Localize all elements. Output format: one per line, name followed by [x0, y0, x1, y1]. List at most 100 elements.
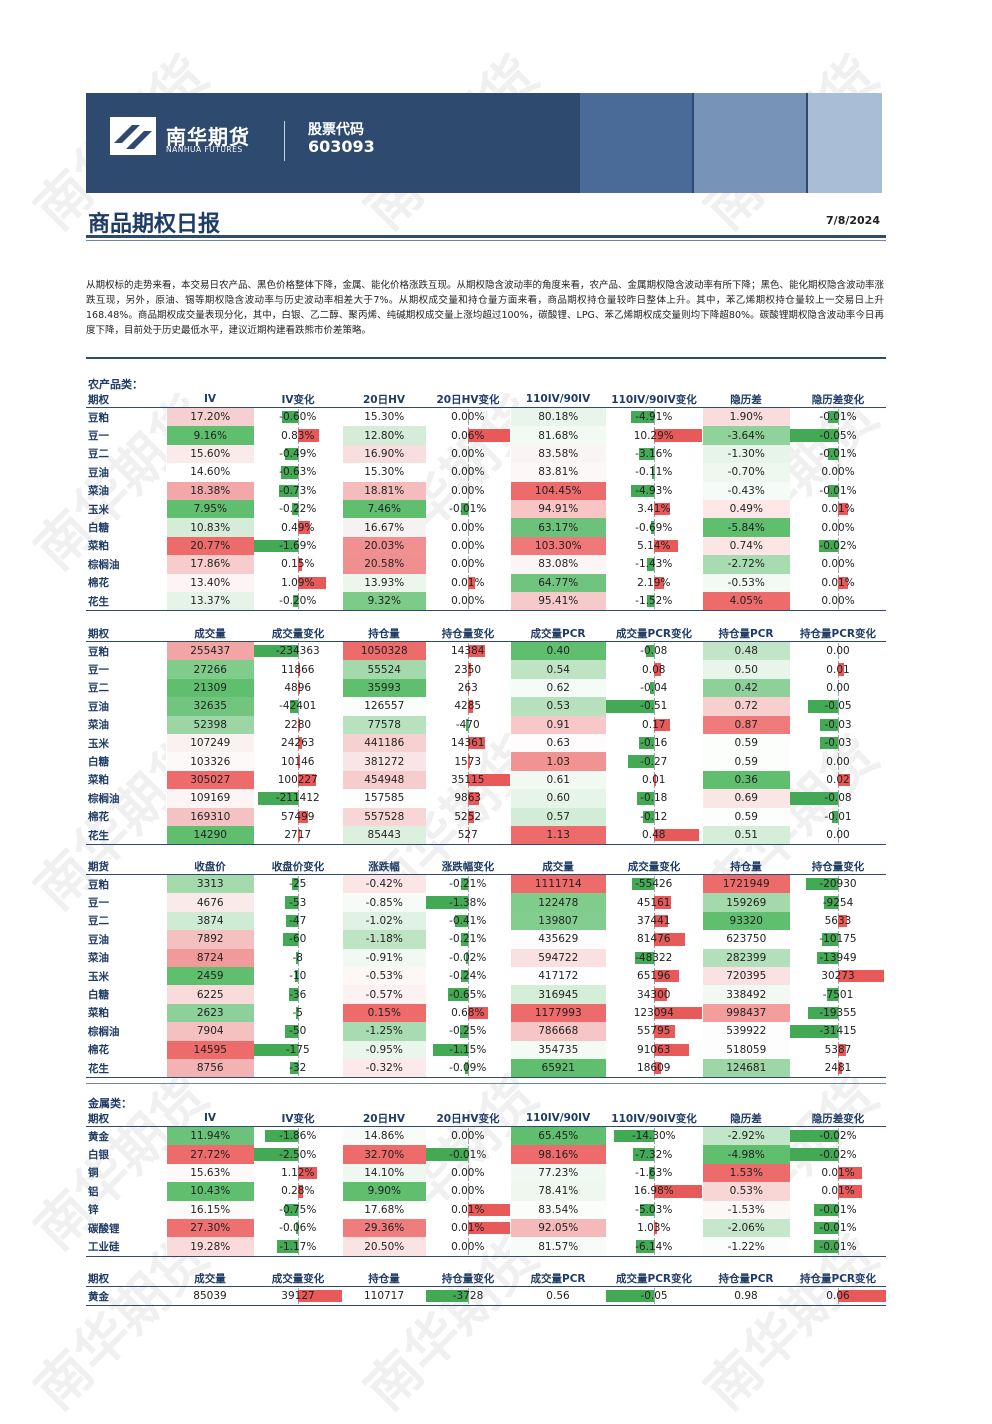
- cell-value: -2.92%: [727, 1130, 765, 1143]
- cell-pct: -0.85%: [341, 893, 426, 912]
- data-bar: [467, 755, 470, 768]
- cell-pct-chg: -0.02%: [426, 949, 510, 967]
- cell-pcr: 0.63: [509, 733, 606, 753]
- cell-value: 39127: [281, 1290, 315, 1303]
- cell-skew: 78.41%: [509, 1182, 606, 1201]
- cell-vol: 103326: [165, 752, 254, 771]
- data-bar: [465, 1061, 468, 1075]
- bar-axis: [838, 1238, 839, 1255]
- cell-skew-chg: -0.11%: [606, 463, 702, 481]
- cell-pct: -0.57%: [341, 985, 426, 1004]
- data-bar: [653, 896, 672, 909]
- cell-value: -1.17%: [279, 1240, 317, 1253]
- cell-vol-chg: 24263: [254, 734, 342, 752]
- cell-value: 78.41%: [538, 1185, 579, 1198]
- cell-value: -0.05: [640, 1290, 668, 1303]
- cell-close-chg: -32: [254, 1058, 342, 1079]
- cell-hv-chg: 0.00%: [426, 463, 510, 481]
- cell-iv: 9.16%: [165, 426, 254, 445]
- cell-value: 8724: [196, 951, 224, 964]
- cell-value: 16.90%: [364, 447, 405, 460]
- cell-value: 0.51: [734, 829, 758, 842]
- bar-axis: [653, 1238, 655, 1255]
- cell-value: 18.38%: [190, 484, 231, 497]
- cell-value: 0.00%: [451, 521, 485, 534]
- data-bar: [467, 645, 485, 658]
- cell-iv-chg: -0.75%: [254, 1201, 342, 1219]
- bar-axis: [653, 753, 655, 770]
- data-bar: [636, 1240, 654, 1253]
- cell-vol-chg: 91063: [606, 1041, 702, 1059]
- cell-value: 15.60%: [190, 447, 231, 460]
- cell-value: 0.00%: [451, 1240, 485, 1253]
- table-row: 铝 10.43% 0.28% 9.90% 0.00% 78.41% 16.98% 0.53% 0…: [86, 1182, 886, 1201]
- cell-value: 11.94%: [190, 1130, 231, 1143]
- table-row: 豆一 27266 11866 55524 2350 0.54 0.08 0.50 0.01: [86, 660, 886, 679]
- cell-iv-chg: 1.12%: [254, 1164, 342, 1182]
- cell-pct: -1.02%: [341, 911, 426, 931]
- agri-volatility-table: 期权 IV IV变化 20日HV 20日HV变化 110IV/90IV 110IV/90IV…: [86, 391, 886, 612]
- cell-iv-chg: 1.09%: [254, 574, 342, 592]
- cell-iv-chg: -0.49%: [254, 445, 342, 463]
- cell-iv-chg: -1.86%: [254, 1127, 342, 1146]
- cell-value: 77.23%: [538, 1166, 579, 1179]
- cell-oi-chg: 263: [426, 679, 510, 697]
- cell-diff-chg: -0.05%: [790, 426, 886, 444]
- cell-value: -10175: [819, 933, 857, 946]
- cell-value: 255437: [190, 645, 231, 658]
- table-row: 棉花 169310 57499 557528 5252 0.57 -0.12 0.59 -0.0…: [86, 807, 886, 826]
- cell-value: 0.00%: [821, 558, 855, 571]
- data-bar: [289, 1061, 298, 1075]
- cell-value: 1177993: [534, 1006, 582, 1019]
- data-bar: [838, 914, 847, 928]
- row-label: 铜: [88, 1167, 99, 1180]
- table-row: 玉米 7.95% -0.22% 7.46% -0.01% 94.91% 3.41% 0.49%…: [86, 499, 886, 519]
- cell-diff: -0.53%: [701, 573, 790, 592]
- bar-axis: [467, 1146, 469, 1163]
- data-bar: [832, 810, 838, 823]
- bar-axis: [297, 876, 299, 893]
- cell-oi-chg: -20930: [790, 875, 886, 894]
- cell-value: 0.68%: [451, 1006, 485, 1019]
- title-divider: [86, 235, 886, 238]
- cell-pcr: 0.40: [509, 641, 606, 661]
- data-bar: [642, 810, 654, 823]
- cell-close: 14595: [165, 1040, 254, 1059]
- cell-value: 0.01%: [451, 576, 485, 589]
- cell-value: -48322: [635, 951, 673, 964]
- cell-value: 15.30%: [364, 411, 405, 424]
- cell-value: 13.93%: [364, 576, 405, 589]
- cell-value: 0.02: [826, 773, 850, 786]
- cell-vol: 109169: [165, 789, 254, 808]
- cell-value: 20.58%: [364, 558, 405, 571]
- cell-vol: 85039: [166, 1286, 254, 1307]
- cell-value: -36: [289, 988, 307, 1001]
- row-label: 白银: [88, 1149, 109, 1162]
- cell-hv: 20.50%: [341, 1237, 426, 1257]
- cell-oi-pcr-chg: -0.05: [790, 697, 886, 715]
- data-bar: [448, 988, 468, 1001]
- data-bar: [292, 594, 298, 608]
- cell-value: -55426: [635, 878, 673, 891]
- cell-oi-chg: -9254: [790, 893, 886, 911]
- cell-oi-pcr-chg: -0.03: [790, 716, 886, 734]
- cell-value: 124681: [726, 1062, 767, 1075]
- cell-value: 29.36%: [364, 1222, 405, 1235]
- table-row: 菜油 8724 -8 -0.91% -0.02% 594722 -48322 282399 -1…: [86, 948, 886, 967]
- cell-oi: 124681: [701, 1058, 790, 1079]
- cell-hv: 15.30%: [341, 463, 426, 482]
- cell-diff-chg: 0.00%: [790, 555, 886, 573]
- cell-value: 7.46%: [367, 503, 401, 516]
- cell-diff: -1.53%: [701, 1200, 790, 1219]
- cell-value: 81476: [637, 933, 671, 946]
- cell-value: -0.04: [640, 681, 668, 694]
- cell-skew: 64.77%: [509, 573, 606, 592]
- header-banner: 南华期货 NANHUA FUTURES 股票代码 603093: [86, 93, 882, 193]
- bar-axis: [838, 894, 839, 911]
- cell-value: 0.00: [826, 829, 850, 842]
- cell-value: 169310: [190, 810, 231, 823]
- cell-value: -0.53%: [365, 970, 403, 983]
- cell-value: 126557: [364, 700, 405, 713]
- data-bar: [467, 792, 480, 805]
- cell-value: -2.06%: [727, 1222, 765, 1235]
